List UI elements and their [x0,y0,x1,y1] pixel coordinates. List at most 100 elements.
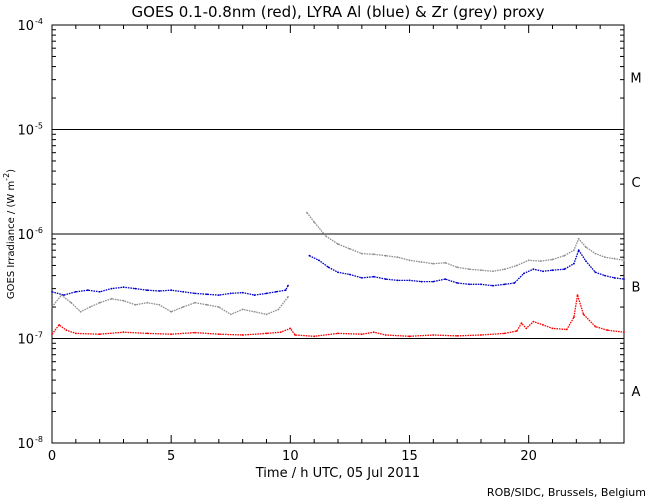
series-1-point [523,272,525,275]
series-0-point [98,333,101,336]
y-tick-label: 10 [17,437,34,452]
series-1-point [337,271,339,274]
series-0-point [606,329,609,332]
series-1-point [194,292,196,295]
x-tick-label: 10 [282,449,299,464]
series-2-point [206,303,208,306]
series-0-point [551,327,554,330]
series-0-point [170,333,173,336]
series-0-point [217,333,220,336]
series-0-point [265,332,268,335]
flare-class-labels: A B C M [630,71,641,400]
series-0-point [432,334,435,336]
series-1-point [532,268,535,271]
y-axis-label-exponent: -2 [2,173,11,181]
series-1-point [327,266,330,269]
series-2-point [384,254,387,257]
y-tick-label: 10 [17,124,34,139]
series-2-point [527,259,530,262]
series-0-point [542,324,544,326]
series-2-point [98,301,101,304]
series-2-point [577,237,580,240]
series-2-point [70,301,72,304]
series-2-point [277,308,280,311]
series-2-point [241,308,244,311]
series-2-point [170,310,173,313]
series-2-point [420,261,423,263]
series-1-point [51,290,53,293]
series-1-point [74,290,77,293]
series-2-point [217,306,220,308]
series-1-point [182,290,185,293]
y-tick-label: 10 [17,333,34,348]
series-0-point [337,332,339,335]
series-1-point [170,289,173,292]
flare-class-b: B [632,280,641,295]
series-1-point [623,278,625,280]
series-2-point [551,258,554,261]
flare-threshold-lines [52,129,624,339]
x-tick-label: 5 [167,449,175,464]
flare-class-a: A [632,385,641,400]
series-1-point [158,290,161,292]
series-1-point [408,279,411,282]
series-1-point [384,278,387,280]
y-tick-exponent: -4 [35,17,43,26]
series-2-point [456,266,459,269]
series-0-point [520,322,523,325]
series-2-point [306,211,308,214]
series-0-point [503,332,506,335]
series-2-point [325,235,327,238]
flare-class-m: M [630,71,641,86]
series-0-point [565,328,568,331]
y-tick-exponent: -7 [35,331,43,340]
y-tick-exponent: -5 [35,122,43,131]
series-2-point [110,297,113,300]
series-0-point [573,316,575,319]
series-1-point [217,294,220,296]
series-1-point [573,262,575,265]
series-0-point [241,334,244,336]
series-2-point [182,306,185,308]
series-1-point [432,280,435,283]
series-2-point [515,264,518,267]
series-2-point [146,301,149,304]
series-1-point [86,289,89,292]
series-1-point [318,259,320,262]
series-2-point [503,268,506,271]
series-1-point [98,290,101,293]
flare-class-c: C [631,176,640,191]
series-2-point [60,294,63,296]
series-2-point [408,259,411,262]
series-2-point [585,246,587,249]
series-1-point [308,254,311,257]
series-1 [51,249,625,296]
series-2-point [432,262,435,265]
series-1-point [480,283,482,286]
series-2-point [89,306,91,308]
series-0-point [372,331,375,334]
series-2-point [265,313,268,316]
series-2-point [194,301,196,304]
data-series-group [51,211,625,338]
series-1-point [604,274,606,277]
series-2-point [79,310,82,313]
series-0-point [594,325,597,328]
series-2-point [360,252,363,255]
series-1-point [372,275,375,278]
series-0-point [532,320,535,323]
series-2-point [563,254,566,257]
series-2-point [372,253,375,256]
series-1-line-0 [51,285,289,296]
series-1-point [420,280,423,283]
series-1-point [396,279,399,282]
series-1-point [563,268,566,271]
x-tick-label: 0 [48,449,56,464]
series-1-point [585,260,587,262]
series-1-point [456,282,459,284]
y-axis-label: GOES Irradiance / (W m-2) [2,169,17,299]
y-axis-label-base: GOES Irradiance / (W m [6,181,17,299]
y-tick-label: 10 [17,19,34,34]
series-1-point [542,270,544,273]
